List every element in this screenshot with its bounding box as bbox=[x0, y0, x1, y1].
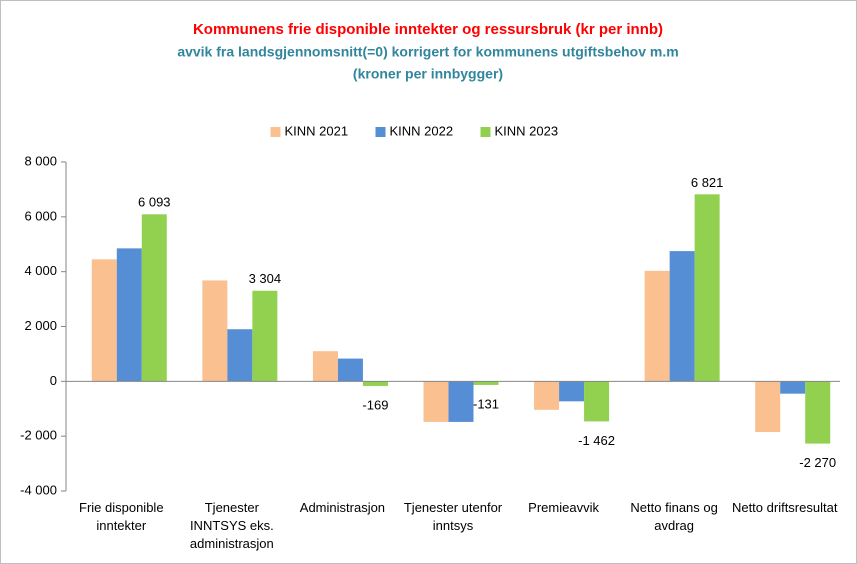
x-tick-label-box: Administrasjon bbox=[299, 500, 386, 515]
bar bbox=[91, 259, 117, 382]
y-tick-label: -2 000 bbox=[20, 428, 57, 443]
data-label: 6 093 bbox=[138, 195, 171, 210]
legend-label: KINN 2022 bbox=[390, 123, 454, 138]
legend-label: KINN 2023 bbox=[495, 123, 559, 138]
bar bbox=[755, 381, 781, 433]
bar bbox=[141, 214, 167, 382]
bar bbox=[423, 381, 449, 422]
chart-title: Kommunens frie disponible inntekter og r… bbox=[193, 21, 663, 38]
y-tick-label: 4 000 bbox=[24, 263, 57, 278]
bar bbox=[559, 381, 585, 402]
x-tick-label: Premieavvik bbox=[528, 500, 599, 515]
x-tick-label-box: Netto driftsresultat bbox=[731, 500, 838, 515]
x-tick-label: Tjenester utenfor inntsys bbox=[403, 500, 503, 533]
x-tick-label: Netto driftsresultat bbox=[731, 500, 838, 515]
x-tick-label-box: Premieavvik bbox=[528, 500, 599, 515]
bar bbox=[669, 251, 695, 382]
bar bbox=[252, 290, 278, 382]
bar bbox=[337, 358, 363, 382]
bar bbox=[312, 351, 338, 382]
x-tick-label-box: Tjenester INNTSYS eks. administrasjon bbox=[189, 500, 274, 551]
legend-label: KINN 2021 bbox=[285, 123, 349, 138]
data-label: -1 462 bbox=[578, 433, 615, 448]
bar bbox=[805, 381, 831, 444]
chart-subtitle: avvik fra landsgjennomsnitt(=0) korriger… bbox=[177, 44, 678, 60]
legend-swatch bbox=[375, 127, 386, 137]
x-tick-label: Tjenester INNTSYS eks. administrasjon bbox=[189, 500, 274, 551]
y-tick-label: 2 000 bbox=[24, 318, 57, 333]
x-tick-label-box: Frie disponible inntekter bbox=[79, 500, 164, 533]
bar bbox=[116, 248, 142, 382]
bar bbox=[202, 280, 228, 382]
y-tick-label: 6 000 bbox=[24, 208, 57, 223]
chart-subtitle: (kroner per innbygger) bbox=[353, 66, 503, 82]
x-tick-label-box: Tjenester utenfor inntsys bbox=[403, 500, 503, 533]
data-label: 3 304 bbox=[249, 271, 282, 286]
bar bbox=[362, 381, 388, 386]
data-label: -131 bbox=[473, 396, 499, 411]
y-tick-label: -4 000 bbox=[20, 482, 57, 497]
bar bbox=[227, 329, 253, 382]
legend-swatch bbox=[480, 127, 491, 137]
bar bbox=[584, 381, 610, 422]
y-tick-label: 8 000 bbox=[24, 153, 57, 168]
x-tick-label: Netto finans og avdrag bbox=[630, 500, 718, 533]
data-label: -169 bbox=[362, 397, 388, 412]
y-tick-label: 0 bbox=[50, 373, 57, 388]
legend-swatch bbox=[270, 127, 281, 137]
x-tick-label: Administrasjon bbox=[299, 500, 386, 515]
bar bbox=[780, 381, 806, 394]
x-tick-label-box: Netto finans og avdrag bbox=[630, 500, 718, 533]
bar bbox=[473, 381, 499, 385]
x-tick-label: Frie disponible inntekter bbox=[79, 500, 164, 533]
data-label: 6 821 bbox=[691, 175, 724, 190]
bar bbox=[448, 381, 474, 422]
bar bbox=[644, 270, 670, 382]
bar bbox=[534, 381, 560, 410]
data-label: -2 270 bbox=[799, 455, 836, 470]
bar bbox=[694, 194, 720, 382]
